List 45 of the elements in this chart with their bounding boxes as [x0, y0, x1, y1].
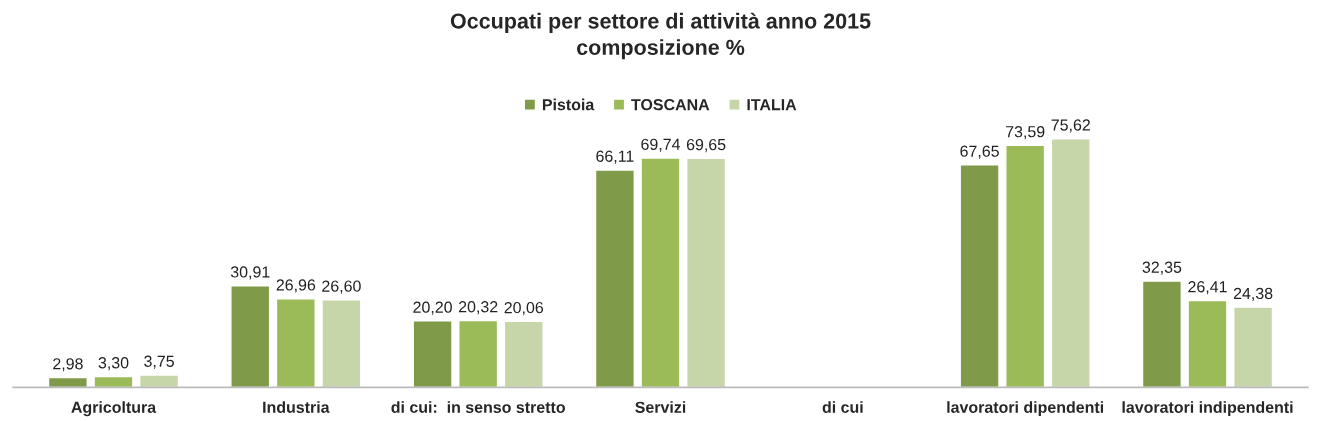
data-label: 20,32 — [458, 301, 498, 315]
x-tick-label: lavoratori dipendenti — [947, 401, 1104, 417]
x-tick-label: Industria — [263, 401, 330, 413]
bar — [959, 164, 1000, 388]
bar — [139, 374, 180, 388]
bar — [503, 320, 544, 388]
data-label: 3,30 — [98, 357, 129, 371]
x-tick-label: Servizi — [635, 401, 686, 413]
data-label: 2,98 — [53, 358, 83, 372]
legend-label: Pistoia — [542, 98, 595, 111]
data-label: 30,91 — [230, 266, 270, 280]
bar — [594, 169, 635, 388]
legend-label: TOSCANA — [631, 99, 710, 111]
data-label: 67,65 — [960, 145, 999, 159]
bar — [1187, 299, 1228, 388]
bar — [640, 157, 681, 388]
bar — [321, 299, 362, 388]
data-label: 69,74 — [641, 138, 681, 152]
data-label: 73,59 — [1006, 126, 1045, 140]
data-label: 24,38 — [1233, 287, 1273, 301]
data-label: 3,75 — [144, 355, 174, 369]
bar — [1141, 280, 1182, 388]
bar — [686, 157, 727, 388]
data-label: 69,65 — [686, 138, 726, 153]
bar — [412, 320, 453, 388]
data-label: 26,41 — [1188, 281, 1227, 295]
bar — [1005, 144, 1046, 388]
data-label: 32,35 — [1142, 261, 1182, 275]
chart-title: Occupati per settore di attività anno 2015 composizione % — [450, 12, 871, 60]
bar — [230, 285, 271, 388]
x-tick-label: di cui: in senso stretto — [391, 401, 565, 413]
bar — [1233, 306, 1274, 388]
x-tick-label: di cui — [822, 401, 863, 413]
bar — [1050, 138, 1091, 388]
data-label: 20,20 — [413, 301, 452, 315]
bar — [458, 319, 499, 388]
data-label: 66,11 — [596, 150, 634, 164]
data-label: 26,60 — [322, 280, 361, 294]
data-label: 20,06 — [504, 301, 544, 316]
data-label: 75,62 — [1051, 119, 1090, 133]
legend-label: ITALIA — [747, 99, 797, 111]
x-tick-label: lavoratori indipendenti — [1122, 401, 1293, 417]
x-tick-label: Agricoltura — [71, 401, 157, 417]
bar — [275, 297, 316, 388]
data-label: 26,96 — [276, 279, 316, 293]
